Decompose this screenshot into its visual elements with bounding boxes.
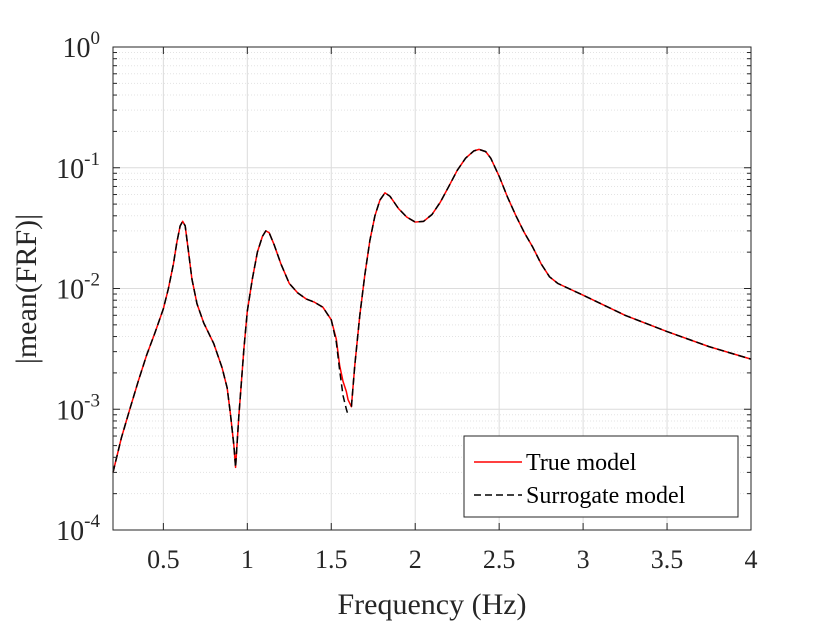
major-grid: [113, 46, 752, 531]
legend-label-surrogate-model: Surrogate model: [526, 483, 686, 509]
series-layer: [112, 148, 752, 473]
y-tick-label-base: 10: [56, 275, 84, 306]
y-tick-label-exponent: -2: [84, 270, 100, 291]
y-axis-label: |mean(FRF)|: [10, 214, 43, 364]
x-tick-label: 1.5: [315, 545, 348, 574]
y-tick-label: 10-3: [56, 390, 100, 426]
minor-grid: [113, 52, 751, 495]
x-tick-label: 2.5: [483, 545, 516, 574]
axis-ticks: [113, 46, 752, 531]
x-tick-label: 3: [577, 545, 590, 574]
x-axis-label: Frequency (Hz): [337, 588, 526, 621]
legend: True model Surrogate model: [463, 435, 739, 518]
x-tick-label: 0.5: [147, 545, 180, 574]
series-line-surrogate-model: [112, 220, 350, 473]
x-tick-label: 1: [241, 545, 254, 574]
y-tick-label: 10-4: [56, 511, 100, 547]
x-tick-labels: 0.5 1 1.5 2 2.5 3 3.5 4: [147, 545, 757, 574]
x-tick-label: 4: [745, 545, 758, 574]
y-tick-label-exponent: -3: [84, 390, 100, 411]
y-tick-label-base: 10: [56, 395, 84, 426]
series-line-surrogate-model: [350, 148, 752, 407]
y-tick-label-base: 10: [56, 516, 84, 547]
y-tick-label: 10-2: [56, 270, 100, 306]
y-tick-label-exponent: -4: [84, 511, 100, 532]
x-tick-label: 3.5: [651, 545, 684, 574]
y-tick-label: 10-1: [56, 149, 100, 185]
x-tick-label: 2: [409, 545, 422, 574]
y-tick-label-exponent: 0: [91, 28, 101, 49]
y-tick-label: 100: [63, 28, 101, 64]
legend-label-true-model: True model: [526, 450, 637, 476]
y-tick-label-exponent: -1: [84, 149, 100, 170]
y-tick-label-base: 10: [63, 33, 91, 64]
legend-box: [463, 435, 739, 518]
y-tick-label-base: 10: [56, 154, 84, 185]
